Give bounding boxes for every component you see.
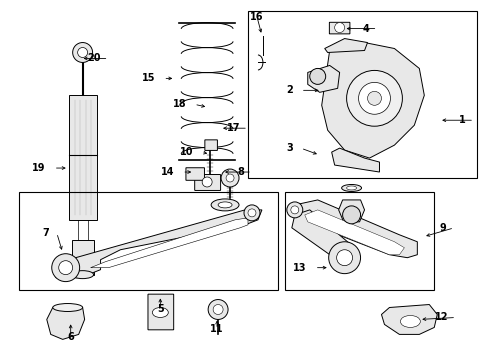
Polygon shape [47,307,85,339]
Text: 17: 17 [226,123,240,133]
Circle shape [329,242,361,274]
Text: 11: 11 [210,324,224,334]
Circle shape [73,42,93,62]
Text: 12: 12 [435,312,448,323]
Circle shape [248,209,256,217]
Bar [69,95,97,220]
Polygon shape [382,305,437,334]
Circle shape [343,206,361,224]
Polygon shape [308,66,340,92]
FancyBboxPatch shape [205,140,218,150]
Text: 7: 7 [42,228,49,238]
Circle shape [310,68,326,84]
Circle shape [52,254,80,282]
Bar [248,11,477,178]
Polygon shape [339,200,365,222]
Polygon shape [56,210,262,278]
Bar [285,192,434,289]
Text: 5: 5 [157,305,164,315]
Circle shape [368,91,382,105]
Circle shape [291,206,299,214]
Circle shape [213,305,223,315]
Circle shape [337,250,353,266]
Text: 14: 14 [161,167,174,177]
Text: 13: 13 [293,263,307,273]
Polygon shape [91,218,248,268]
Polygon shape [292,200,417,258]
Ellipse shape [346,186,357,190]
Circle shape [287,202,303,218]
Circle shape [208,300,228,319]
Polygon shape [332,148,379,172]
Text: 20: 20 [87,54,100,63]
Circle shape [359,82,391,114]
Circle shape [335,23,344,32]
Text: 3: 3 [286,143,293,153]
Circle shape [202,177,212,187]
Bar [72,240,94,275]
FancyBboxPatch shape [329,22,350,34]
Text: 1: 1 [460,115,466,125]
Ellipse shape [342,184,362,192]
Polygon shape [322,42,424,158]
Circle shape [226,174,234,182]
Circle shape [221,169,239,187]
Text: 8: 8 [237,167,244,177]
Bar [19,192,278,289]
Text: 15: 15 [142,73,155,84]
Polygon shape [325,39,368,53]
Circle shape [346,71,402,126]
Polygon shape [292,210,355,262]
Circle shape [59,261,73,275]
Circle shape [77,48,88,58]
Ellipse shape [72,271,94,279]
Circle shape [244,205,260,221]
FancyBboxPatch shape [195,175,220,190]
Ellipse shape [53,303,83,311]
Text: 19: 19 [32,163,46,173]
FancyBboxPatch shape [148,294,173,330]
Text: 16: 16 [250,12,264,22]
Text: 2: 2 [286,85,293,95]
Text: 4: 4 [363,24,369,33]
FancyBboxPatch shape [186,168,204,180]
Ellipse shape [211,199,239,211]
Text: 6: 6 [67,332,74,342]
Polygon shape [305,210,404,255]
Ellipse shape [218,202,232,208]
Text: 9: 9 [440,223,446,233]
Ellipse shape [152,307,168,318]
Text: 10: 10 [180,147,193,157]
Ellipse shape [400,315,420,328]
Text: 18: 18 [172,99,186,109]
